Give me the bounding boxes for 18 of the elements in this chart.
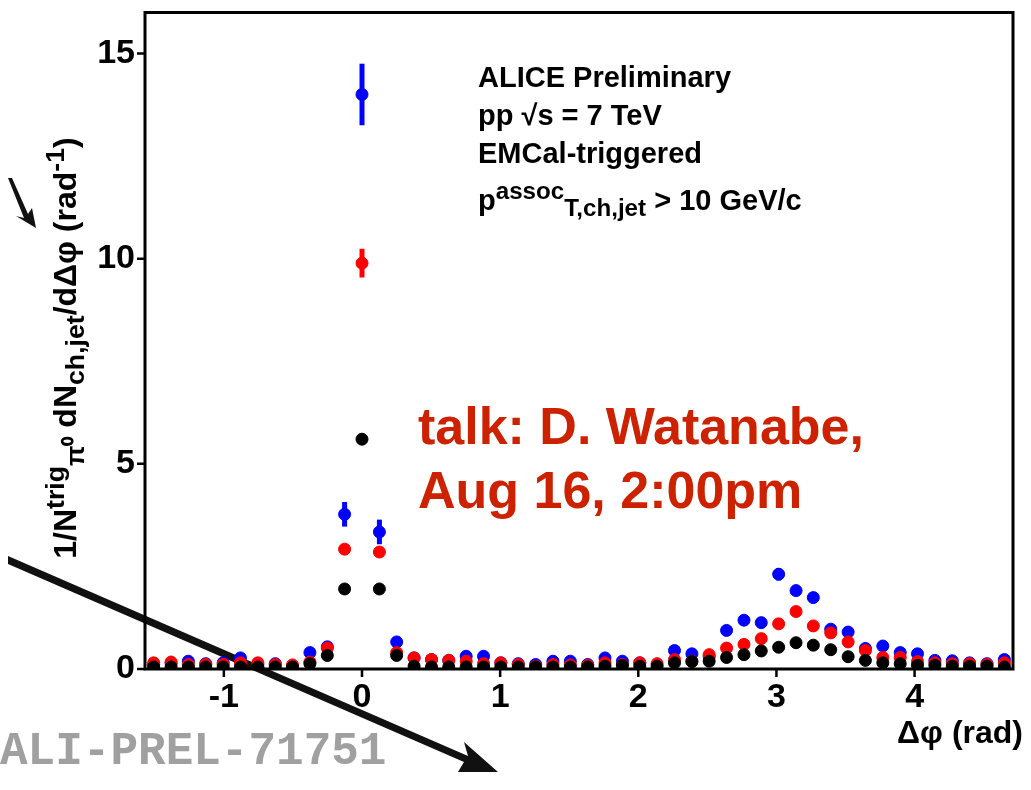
x-tick-label: 1 <box>490 675 510 714</box>
y-tick-label: 15 <box>97 31 135 70</box>
x-tick-label: -1 <box>208 675 239 714</box>
text: ALI-PREL-71751 <box>0 726 387 778</box>
x-tick-label: 2 <box>628 675 648 714</box>
y-tick-label: 10 <box>97 237 135 275</box>
annotation: p$^{assoc}$$_{T,ch,jet}$ > 10 GeV/c <box>478 176 802 224</box>
y-tick-label: 0 <box>116 647 135 686</box>
annotation: Aug 16, 2:00pm <box>418 460 804 521</box>
x-tick-label: 4 <box>905 675 925 714</box>
x-tick-label: 0 <box>352 675 372 714</box>
annotation: pp √s = 7 TeV <box>478 98 663 133</box>
annotation: EMCal-triggered <box>478 136 703 171</box>
x-tick-label: 3 <box>766 675 786 714</box>
x-axis-title: Δφ (rad) <box>897 714 1023 751</box>
y-tick-label: 5 <box>116 442 135 481</box>
annotation: ALICE Preliminary <box>478 60 733 95</box>
annotation: talk: D. Watanabe, <box>418 396 864 457</box>
